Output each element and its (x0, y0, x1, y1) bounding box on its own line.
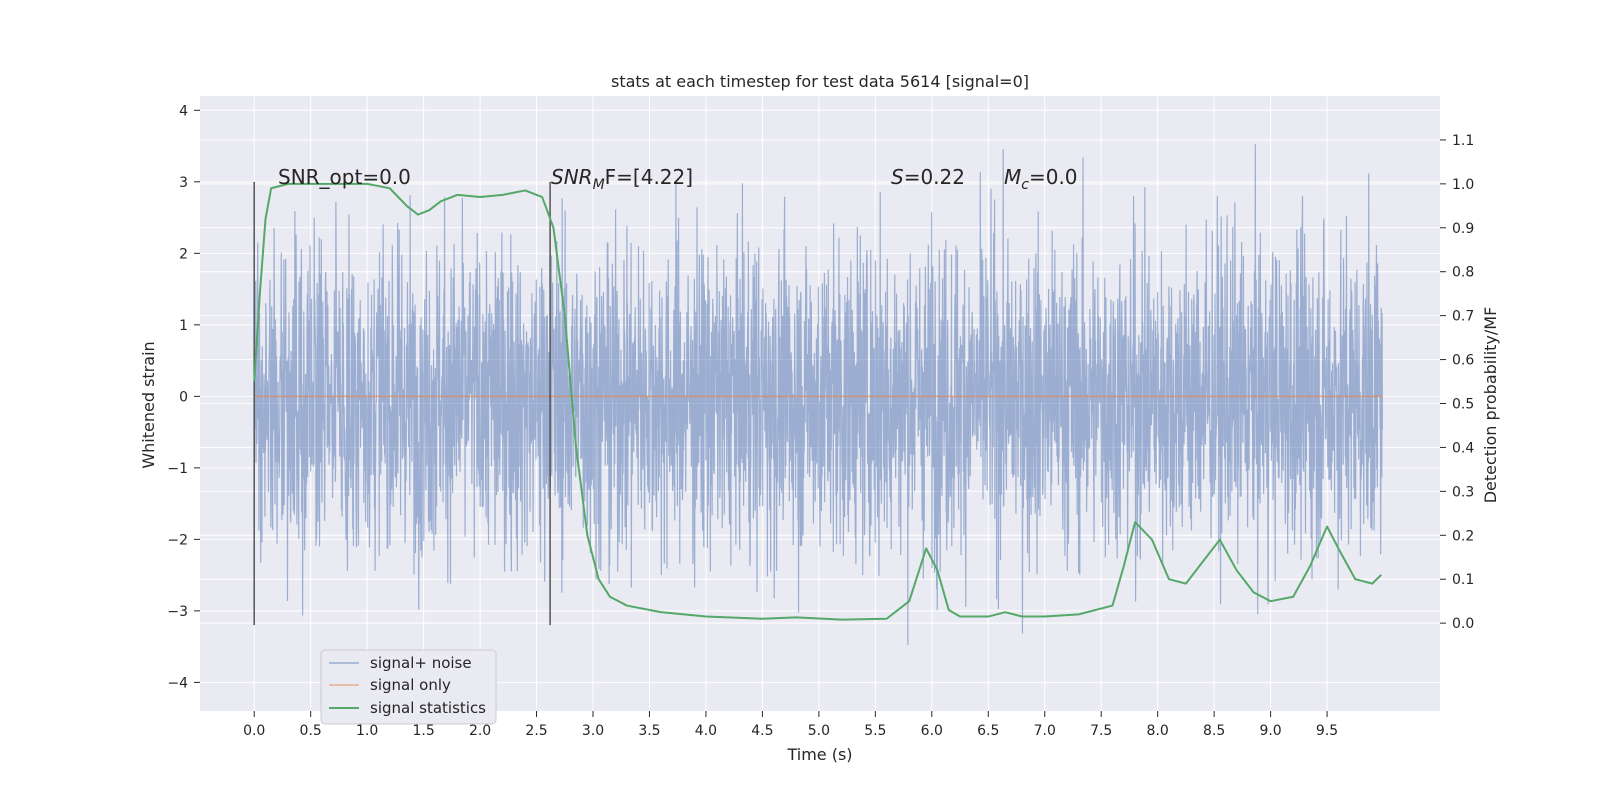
y-right-tick-label: 0.2 (1452, 528, 1474, 544)
y-tick-label: 0 (179, 389, 188, 405)
x-tick-label: 8.0 (1147, 723, 1169, 739)
x-tick-label: 1.0 (356, 723, 378, 739)
x-tick-label: 9.5 (1316, 723, 1338, 739)
x-tick-label: 7.5 (1090, 723, 1112, 739)
y-axis-label: Whitened strain (139, 341, 158, 468)
x-tick-label: 3.0 (582, 723, 604, 739)
annotation-s: S=0.22 (891, 165, 965, 189)
y-axis-right-label: Detection probability/MF (1481, 307, 1500, 504)
y-right-tick-label: 0.5 (1452, 397, 1474, 413)
x-tick-label: 4.0 (695, 723, 717, 739)
y-axis-ticks: 4 3 2 1 0 −1 −2 −3 −4 (167, 103, 200, 691)
y-tick-label: 2 (179, 246, 188, 262)
y-right-tick-label: 0.9 (1452, 221, 1474, 237)
signal-noise-series (253, 144, 1383, 645)
x-tick-label: 1.5 (412, 723, 434, 739)
y-right-tick-label: 0.1 (1452, 572, 1474, 588)
vertical-markers (253, 181, 551, 626)
y-right-tick-label: 0.0 (1452, 616, 1474, 632)
y-right-tick-label: 1.1 (1452, 133, 1474, 149)
legend-label-noise: signal+ noise (370, 654, 472, 672)
x-tick-label: 5.0 (808, 723, 830, 739)
y-right-tick-label: 0.6 (1452, 353, 1474, 369)
y-tick-label: 3 (179, 175, 188, 191)
chart-title: stats at each timestep for test data 561… (611, 72, 1029, 91)
annotation-snr-mf: SNRMF=[4.22] (551, 165, 693, 193)
signal-statistics-line (253, 182, 1382, 621)
y-tick-label: 4 (179, 103, 188, 119)
legend-box (320, 649, 497, 725)
x-tick-label: 6.5 (977, 723, 999, 739)
y-tick-label: 1 (179, 318, 188, 334)
x-tick-label: 6.0 (921, 723, 943, 739)
y-right-tick-label: 0.3 (1452, 484, 1474, 500)
legend-label-signal-only: signal only (370, 676, 451, 694)
x-tick-label: 8.5 (1203, 723, 1225, 739)
y-tick-label: −4 (167, 675, 188, 691)
x-axis-label: Time (s) (786, 745, 852, 764)
x-tick-label: 0.0 (243, 723, 265, 739)
y-axis-right-ticks: 1.1 1.0 0.9 0.8 0.7 0.6 0.5 0.4 0.3 0.2 0.1 0.0 (1440, 133, 1474, 632)
y-right-tick-label: 0.8 (1452, 265, 1474, 281)
annotation-snr-opt: SNR_opt=0.0 (278, 165, 411, 189)
signal-statistics-series (253, 182, 1382, 621)
annotation-mc: Mc=0.0 (1004, 165, 1078, 193)
y-right-tick-label: 1.0 (1452, 177, 1474, 193)
x-axis-ticks: 0.0 0.5 1.0 1.5 2.0 2.5 3.0 3.5 4.0 4.5 5.0 5.5 6.0 6… (243, 711, 1338, 739)
x-tick-label: 5.5 (864, 723, 886, 739)
x-tick-label: 0.5 (300, 723, 322, 739)
y-right-tick-label: 0.4 (1452, 440, 1474, 456)
x-tick-label: 7.0 (1034, 723, 1056, 739)
x-tick-label: 3.5 (638, 723, 660, 739)
x-tick-label: 9.0 (1259, 723, 1281, 739)
legend: signal+ noise signal only signal statist… (320, 649, 497, 725)
y-tick-label: −2 (167, 532, 188, 548)
x-tick-label: 2.0 (469, 723, 491, 739)
y-tick-label: −3 (167, 604, 188, 620)
y-tick-label: −1 (167, 461, 188, 477)
x-tick-label: 2.5 (525, 723, 547, 739)
x-tick-label: 4.5 (751, 723, 773, 739)
y-right-tick-label: 0.7 (1452, 309, 1474, 325)
legend-label-statistics: signal statistics (370, 699, 486, 717)
signal-noise-line (253, 144, 1383, 645)
